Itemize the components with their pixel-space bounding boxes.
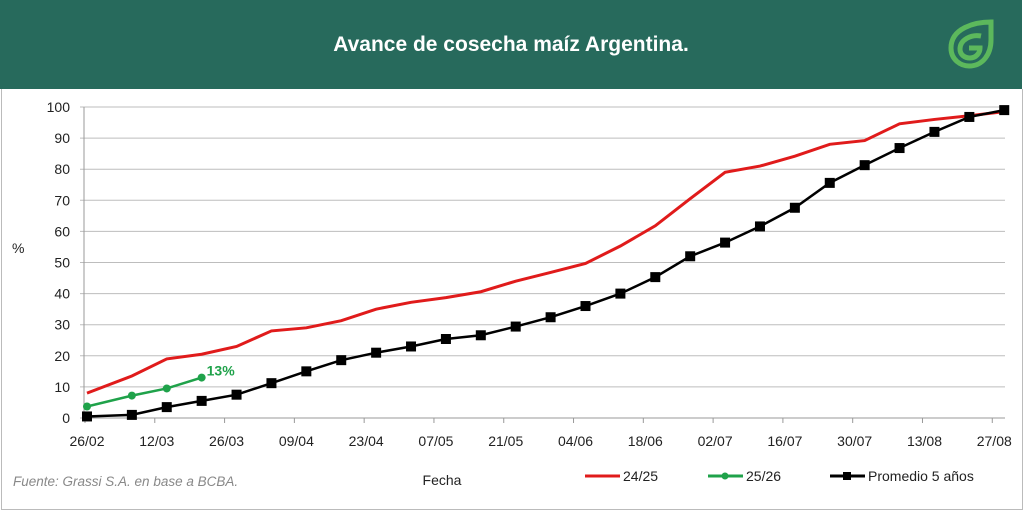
data-point: [475, 330, 486, 341]
data-point: [754, 221, 765, 232]
data-point: [510, 321, 521, 332]
chart-title: Avance de cosecha maíz Argentina.: [333, 33, 689, 56]
leaf-logo-icon: [948, 19, 994, 69]
data-point: [197, 373, 206, 382]
y-tick-label: 60: [54, 223, 70, 239]
x-tick-label: 09/04: [279, 433, 314, 449]
data-point: [266, 378, 277, 389]
y-tick-label: 90: [54, 130, 70, 146]
data-point: [371, 347, 382, 358]
data-point: [83, 402, 91, 411]
data-point: [615, 288, 626, 299]
y-tick-label: 80: [54, 161, 70, 177]
series-line-1: [86, 376, 203, 408]
data-point: [162, 384, 171, 393]
x-tick-label: 07/05: [418, 433, 453, 449]
legend-label: Promedio 5 años: [868, 468, 974, 484]
series-line-0: [86, 110, 1005, 395]
source-note: Fuente: Grassi S.A. en base a BCBA.: [13, 474, 239, 489]
x-tick-label: 27/08: [977, 433, 1012, 449]
chart-frame: [1, 89, 1023, 510]
data-point: [161, 402, 172, 413]
y-axis-label: %: [12, 240, 24, 256]
data-label: 13%: [207, 363, 236, 379]
data-point: [196, 395, 207, 406]
legend-marker: [721, 472, 729, 480]
data-point: [789, 202, 800, 213]
x-tick-label: 30/07: [837, 433, 872, 449]
data-point: [126, 409, 137, 420]
legend-marker: [843, 472, 851, 480]
data-point: [929, 126, 940, 137]
x-tick-label: 23/04: [349, 433, 384, 449]
data-point: [650, 272, 661, 283]
x-tick-label: 02/07: [698, 433, 733, 449]
x-tick-label: 26/03: [209, 433, 244, 449]
y-tick-label: 70: [54, 192, 70, 208]
data-point: [127, 391, 136, 400]
data-point: [964, 111, 975, 122]
y-tick-label: 0: [62, 410, 70, 426]
legend-label: 25/26: [746, 468, 781, 484]
y-tick-label: 30: [54, 317, 70, 333]
header-banner: Avance de cosecha maíz Argentina.: [0, 0, 1022, 89]
x-tick-label: 18/06: [628, 433, 663, 449]
data-point: [406, 341, 417, 352]
y-tick-label: 100: [47, 99, 71, 115]
data-point: [82, 411, 92, 422]
data-point: [231, 389, 242, 400]
x-axis-label: Fecha: [423, 472, 462, 488]
x-tick-label: 13/08: [907, 433, 942, 449]
legend-label: 24/25: [623, 468, 658, 484]
x-tick-label: 12/03: [139, 433, 174, 449]
y-tick-label: 40: [54, 286, 70, 302]
x-tick-label: 21/05: [488, 433, 523, 449]
data-point: [685, 251, 696, 262]
data-point: [894, 143, 905, 154]
x-tick-label: 04/06: [558, 433, 593, 449]
data-point: [859, 160, 870, 171]
x-tick-label: 16/07: [767, 433, 802, 449]
x-tick-label: 26/02: [69, 433, 104, 449]
y-tick-label: 10: [54, 379, 70, 395]
data-point: [440, 334, 451, 345]
data-point: [545, 312, 556, 323]
data-point: [720, 237, 731, 248]
data-point: [824, 177, 835, 188]
data-point: [301, 366, 312, 377]
data-point: [336, 355, 347, 366]
data-point: [999, 105, 1010, 116]
data-point: [580, 301, 591, 312]
y-tick-label: 50: [54, 255, 70, 271]
y-tick-label: 20: [54, 348, 70, 364]
